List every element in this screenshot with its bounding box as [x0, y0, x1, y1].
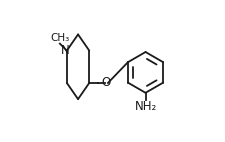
Text: NH₂: NH₂ — [134, 100, 157, 113]
Text: CH₃: CH₃ — [50, 33, 70, 42]
Text: O: O — [101, 76, 111, 89]
Text: N: N — [61, 44, 70, 57]
